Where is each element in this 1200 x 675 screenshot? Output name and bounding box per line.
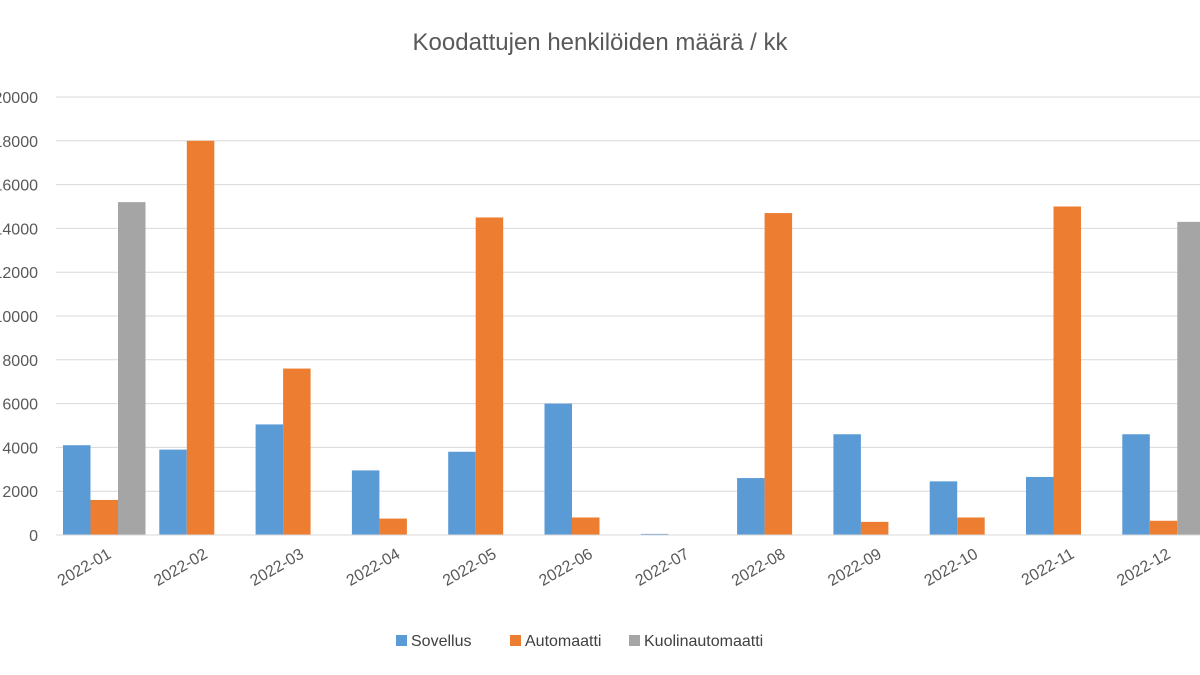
x-tick-label: 2022-05 — [440, 546, 499, 590]
bar-sovellus-2022-12 — [1122, 434, 1150, 535]
y-tick-label: 8000 — [2, 353, 38, 370]
y-tick-label: 6000 — [2, 397, 38, 414]
bar-sovellus-2022-07 — [640, 533, 669, 535]
bar-automaatti-2022-04 — [379, 518, 407, 535]
legend-label: Kuolinautomaatti — [644, 633, 763, 650]
x-axis-ticks: 2022-01 2022-02 2022-03 2022-04 2022-05 2022-… — [55, 546, 1174, 590]
grid-layer — [56, 96, 1200, 492]
bar-automaatti-2022-01 — [90, 499, 118, 535]
x-tick-label: 2022-08 — [729, 546, 788, 590]
bar-sovellus-2022-10 — [929, 481, 958, 535]
legend-label: Automaatti — [525, 633, 601, 650]
bar-automaatti-2022-12 — [1149, 520, 1178, 535]
bar-automaatti-2022-03 — [283, 368, 311, 535]
y-tick-label: 20000 — [0, 90, 38, 107]
x-tick-label: 2022-06 — [536, 546, 595, 590]
bar-sovellus-2022-01 — [63, 445, 91, 535]
x-tick-label: 2022-04 — [344, 546, 403, 590]
bar-sovellus-2022-05 — [448, 451, 476, 535]
bar-automaatti-2022-06 — [572, 517, 600, 535]
bar-sovellus-2022-09 — [833, 434, 861, 535]
bar-automaatti-2022-10 — [957, 517, 985, 535]
bar-sovellus-2022-04 — [351, 470, 380, 535]
x-tick-label: 2022-02 — [151, 546, 210, 590]
bar-sovellus-2022-08 — [737, 478, 765, 535]
x-tick-label: 2022-11 — [1019, 546, 1077, 590]
legend-item-sovellus: Sovellus — [396, 633, 471, 650]
bars-layer — [63, 140, 1200, 536]
x-tick-label: 2022-09 — [825, 546, 884, 590]
bar-kuolinautomaatti-2022-12 — [1177, 221, 1200, 535]
bar-kuolinautomaatti-2022-01 — [118, 202, 146, 535]
y-tick-label: 16000 — [0, 178, 38, 195]
legend-swatch — [396, 635, 407, 646]
legend-label: Sovellus — [411, 633, 471, 650]
y-tick-label: 18000 — [0, 134, 38, 151]
bar-sovellus-2022-03 — [255, 424, 284, 535]
x-tick-label: 2022-12 — [1114, 546, 1173, 590]
y-tick-label: 14000 — [0, 221, 38, 238]
bar-sovellus-2022-02 — [159, 449, 187, 535]
bar-automaatti-2022-02 — [186, 140, 215, 536]
bar-automaatti-2022-11 — [1053, 206, 1081, 535]
x-tick-label: 2022-01 — [55, 546, 114, 590]
x-tick-label: 2022-03 — [247, 546, 306, 590]
bar-sovellus-2022-11 — [1026, 476, 1054, 535]
x-tick-label: 2022-07 — [633, 546, 692, 590]
y-tick-label: 4000 — [2, 440, 38, 457]
bar-sovellus-2022-06 — [544, 403, 572, 535]
legend-item-automaatti: Automaatti — [510, 633, 601, 650]
y-tick-label: 0 — [29, 528, 38, 545]
y-tick-label: 10000 — [0, 309, 38, 326]
legend-swatch — [510, 635, 521, 646]
bar-automaatti-2022-08 — [764, 213, 793, 535]
bar-automaatti-2022-09 — [860, 521, 889, 535]
x-tick-label: 2022-10 — [922, 546, 981, 590]
y-tick-label: 2000 — [2, 484, 38, 501]
legend-item-kuolinautomaatti: Kuolinautomaatti — [629, 633, 763, 650]
chart-title: Koodattujen henkilöiden määrä / kk — [413, 29, 789, 56]
legend: Sovellus Automaatti Kuolinautomaatti — [396, 633, 763, 650]
y-axis-ticks: 0 2000 4000 6000 8000 10000 12000 14000 16000 180… — [0, 90, 38, 545]
legend-swatch — [629, 635, 640, 646]
y-tick-label: 12000 — [0, 265, 38, 282]
bar-automaatti-2022-05 — [475, 217, 504, 535]
